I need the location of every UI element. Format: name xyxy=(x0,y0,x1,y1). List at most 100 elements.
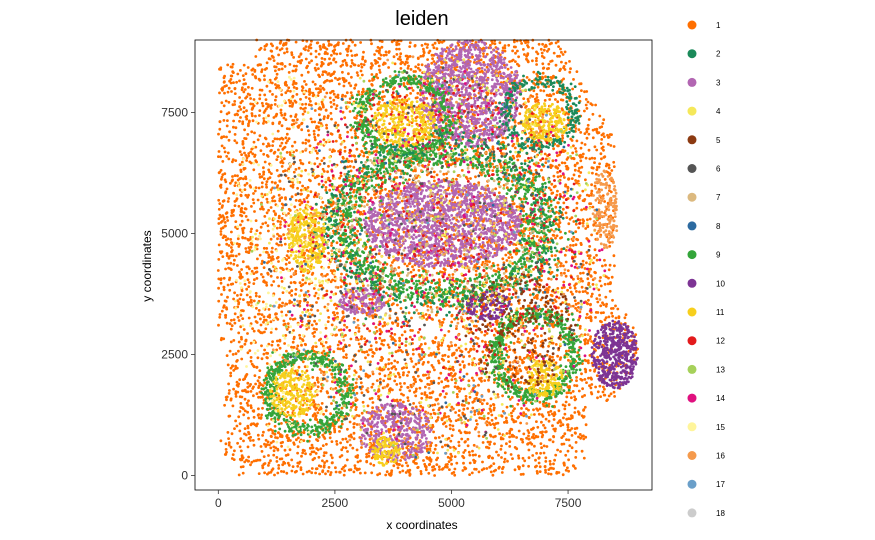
cell-point-cluster-1 xyxy=(265,180,269,184)
cell-point-cluster-1 xyxy=(240,357,244,361)
cell-point-cluster-1 xyxy=(342,355,346,359)
cell-point-cluster-1 xyxy=(588,369,592,372)
cell-point-cluster-1 xyxy=(527,456,531,460)
cell-point-cluster-1 xyxy=(552,92,555,96)
cell-point-cluster-1 xyxy=(529,293,532,297)
cell-point-cluster-1 xyxy=(265,197,269,201)
cell-point-cluster-1 xyxy=(381,90,385,94)
cell-point-cluster-1 xyxy=(271,429,274,433)
cell-point-cluster-1 xyxy=(270,180,274,184)
cell-point-cluster-1 xyxy=(335,104,339,107)
cell-point-cluster-1 xyxy=(510,414,514,418)
cell-point-cluster-1 xyxy=(485,402,489,405)
cell-point-cluster-1 xyxy=(325,442,328,446)
cell-point-cluster-1 xyxy=(293,140,297,144)
cell-point-cluster-1 xyxy=(547,85,551,88)
cell-point-cluster-1 xyxy=(269,206,273,209)
cell-point-cluster-1 xyxy=(447,348,451,351)
cell-point-cluster-1 xyxy=(243,236,247,240)
cell-point-cluster-1 xyxy=(274,69,277,73)
cell-point-cluster-1 xyxy=(564,400,568,404)
cell-point-cluster-1 xyxy=(634,333,638,336)
cell-point-cluster-1 xyxy=(231,404,235,408)
cell-point-cluster-1 xyxy=(487,378,490,382)
cell-point-cluster-1 xyxy=(222,285,226,289)
cell-point-cluster-1 xyxy=(236,441,240,445)
cell-point-cluster-1 xyxy=(246,133,250,136)
cell-point-cluster-1 xyxy=(544,460,548,463)
cell-point-cluster-1 xyxy=(542,451,546,455)
cell-point-cluster-1 xyxy=(218,250,222,254)
cell-point-cluster-1 xyxy=(253,210,256,213)
cell-point-cluster-1 xyxy=(299,161,303,165)
cell-point-cluster-1 xyxy=(272,440,275,443)
cell-point-cluster-1 xyxy=(298,336,302,340)
cell-point-cluster-1 xyxy=(447,330,451,333)
cell-point-cluster-1 xyxy=(566,449,570,453)
cell-point-cluster-1 xyxy=(485,423,489,427)
cell-point-cluster-1 xyxy=(262,166,265,170)
cell-point-cluster-1 xyxy=(612,254,616,258)
cell-point-cluster-1 xyxy=(283,237,287,240)
cell-point-cluster-1 xyxy=(224,448,228,451)
cell-point-cluster-1 xyxy=(289,89,292,93)
cell-point-cluster-1 xyxy=(252,415,256,419)
cell-point-cluster-1 xyxy=(464,175,468,179)
cell-point-cluster-1 xyxy=(252,272,256,275)
cell-point-cluster-1 xyxy=(586,291,589,295)
cell-point-cluster-1 xyxy=(547,344,550,348)
cell-point-cluster-1 xyxy=(516,158,520,162)
cell-point-cluster-1 xyxy=(255,365,259,369)
cell-point-cluster-1 xyxy=(335,440,338,443)
cell-point-cluster-1 xyxy=(360,90,364,94)
cell-point-cluster-1 xyxy=(274,95,278,99)
cell-point-cluster-1 xyxy=(343,469,346,473)
cell-point-cluster-1 xyxy=(561,423,565,427)
cell-point-cluster-1 xyxy=(423,342,427,346)
cell-point-cluster-1 xyxy=(295,347,299,350)
cell-point-cluster-1 xyxy=(589,386,593,390)
cell-point-cluster-1 xyxy=(226,363,230,367)
cell-point-cluster-1 xyxy=(323,52,327,55)
cell-point-cluster-1 xyxy=(366,390,370,394)
cell-point-cluster-1 xyxy=(567,438,571,442)
cell-point-cluster-1 xyxy=(610,275,614,279)
cell-point-cluster-1 xyxy=(247,303,251,307)
cell-point-cluster-1 xyxy=(564,349,568,353)
cell-point-cluster-1 xyxy=(457,440,461,444)
cell-point-cluster-1 xyxy=(239,293,243,297)
cell-point-cluster-1 xyxy=(489,156,492,160)
cell-point-cluster-1 xyxy=(480,161,484,165)
cell-point-cluster-1 xyxy=(483,333,487,337)
cell-point-cluster-1 xyxy=(420,348,424,351)
cell-point-cluster-1 xyxy=(263,93,267,97)
cell-point-cluster-1 xyxy=(227,138,231,142)
cell-point-cluster-1 xyxy=(431,366,435,369)
cell-point-cluster-1 xyxy=(219,186,223,189)
cell-point-cluster-1 xyxy=(230,318,233,322)
cell-point-cluster-1 xyxy=(435,173,439,177)
cell-point-cluster-1 xyxy=(228,276,232,280)
cell-point-cluster-1 xyxy=(359,367,363,371)
cell-point-cluster-1 xyxy=(240,268,244,271)
cell-point-cluster-1 xyxy=(273,181,277,185)
cell-point-cluster-1 xyxy=(433,474,436,477)
cell-point-cluster-1 xyxy=(258,114,261,117)
cell-point-cluster-1 xyxy=(309,52,313,56)
cell-point-cluster-1 xyxy=(236,294,239,297)
cell-point-cluster-1 xyxy=(419,54,423,58)
cell-point-cluster-1 xyxy=(478,416,482,420)
cell-point-cluster-1 xyxy=(249,161,253,165)
cell-point-cluster-1 xyxy=(261,406,264,410)
cell-point-cluster-1 xyxy=(269,331,273,334)
cell-point-cluster-1 xyxy=(354,371,358,374)
cell-point-cluster-1 xyxy=(263,462,267,465)
cell-point-cluster-1 xyxy=(596,396,599,400)
cell-point-cluster-1 xyxy=(429,444,432,448)
cell-point-cluster-1 xyxy=(221,255,225,258)
cell-point-cluster-1 xyxy=(265,107,268,111)
cell-point-cluster-1 xyxy=(271,140,275,143)
cell-point-cluster-1 xyxy=(471,400,475,404)
cell-point-cluster-1 xyxy=(270,435,273,438)
cell-point-cluster-1 xyxy=(463,467,467,471)
